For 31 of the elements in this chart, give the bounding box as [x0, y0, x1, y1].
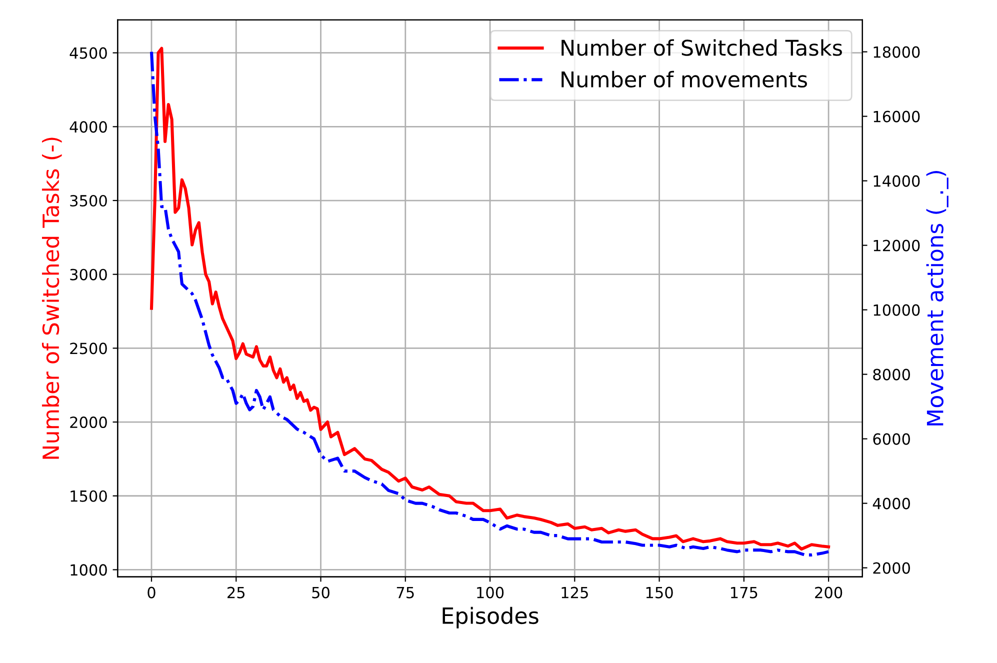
y-tick-label: 4000 — [70, 121, 107, 133]
y2-tick-label: 16000 — [874, 110, 920, 122]
y-tick-label: 1500 — [70, 490, 107, 502]
x-axis-title: Episodes — [442, 606, 538, 628]
y-tick-label: 2000 — [70, 416, 107, 428]
x-tick-label: 75 — [396, 587, 414, 598]
x-tick-label: 0 — [148, 586, 156, 598]
y2-tick-label: 12000 — [874, 240, 920, 252]
y2-tick-label: 14000 — [874, 175, 920, 187]
y2-tick-label: 18000 — [874, 46, 920, 58]
y2-tick-label: 4000 — [872, 498, 910, 510]
x-tick-label: 200 — [815, 586, 842, 598]
x-tick-label: 125 — [562, 586, 588, 598]
legend-label: Number of movements — [562, 70, 808, 88]
y-tick-label: 3500 — [70, 194, 107, 207]
y2-axis-title: Movement actions (_._) — [926, 171, 948, 426]
y-tick-label: 4500 — [70, 47, 107, 59]
y2-tick-label: 10000 — [874, 304, 920, 316]
x-tick-label: 50 — [312, 586, 330, 598]
y2-tick-label: 2000 — [873, 562, 910, 574]
legend-label: Number of Switched Tasks — [562, 39, 842, 56]
y-tick-label: 3000 — [70, 268, 107, 280]
y-tick-label: 2500 — [70, 342, 107, 354]
y-axis-title: Number of Switched Tasks (-) — [42, 138, 62, 459]
x-tick-label: 175 — [731, 587, 758, 598]
y-tick-label: 1000 — [70, 564, 107, 576]
x-tick-label: 150 — [646, 586, 673, 598]
y2-tick-label: 8000 — [873, 368, 910, 380]
y2-tick-label: 6000 — [873, 433, 910, 445]
x-tick-label: 25 — [228, 586, 245, 598]
x-tick-label: 100 — [477, 586, 504, 598]
